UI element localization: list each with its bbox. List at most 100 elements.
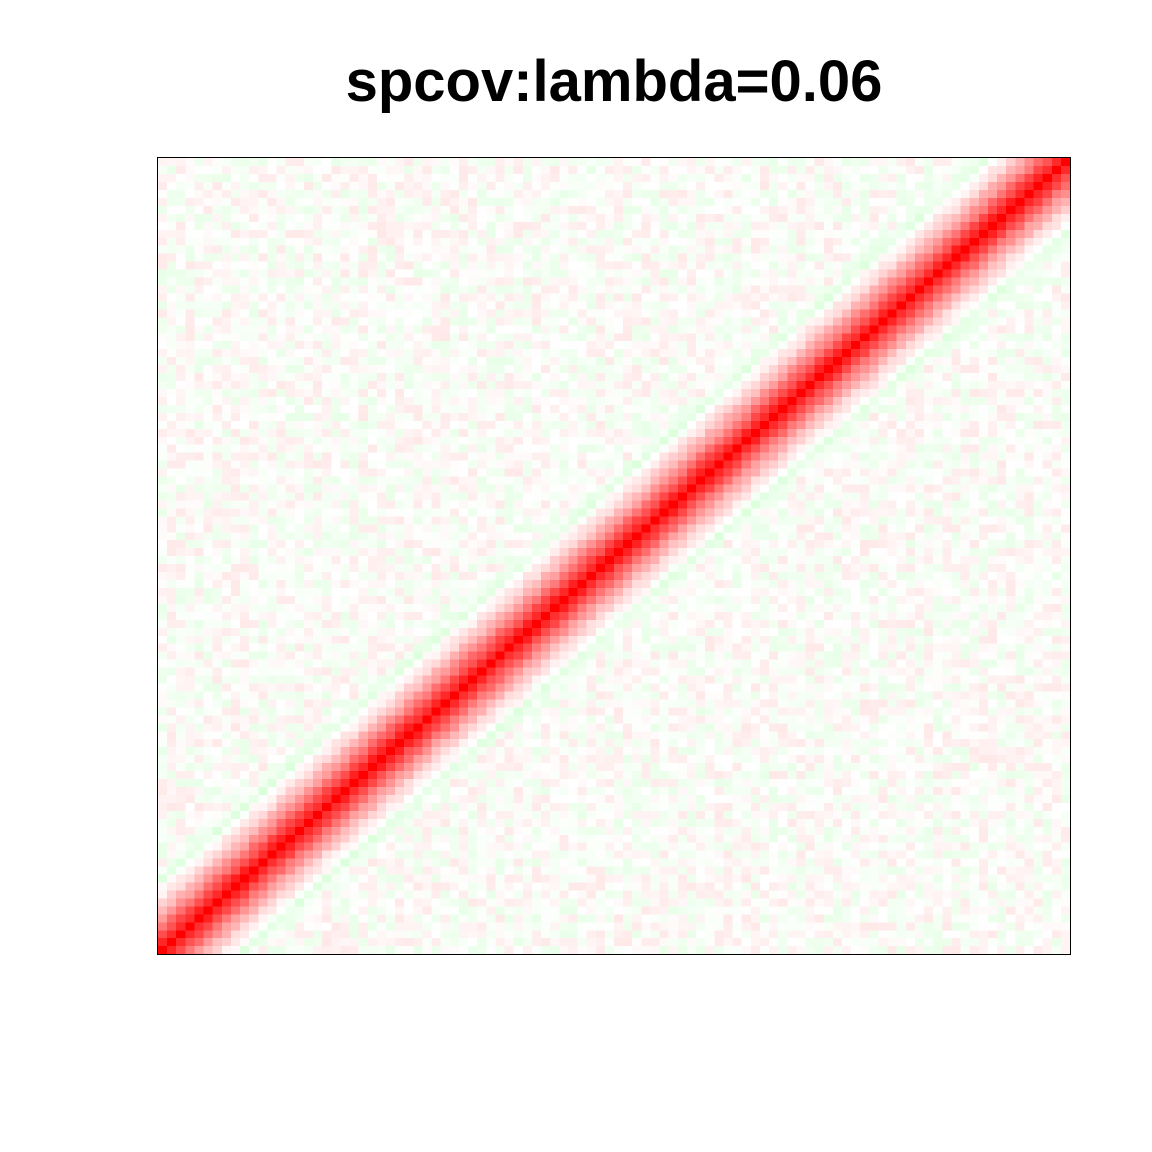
heatmap-cell — [203, 762, 213, 772]
heatmap-cell — [832, 802, 843, 811]
heatmap-cell — [750, 723, 761, 732]
heatmap-cell — [568, 914, 578, 923]
heatmap-cell — [486, 802, 496, 811]
heatmap-cell — [769, 563, 779, 573]
heatmap-cell — [1024, 938, 1034, 947]
heatmap-cell — [367, 810, 378, 819]
heatmap-cell — [696, 651, 706, 660]
heatmap-cell — [313, 571, 323, 581]
heatmap-cell — [914, 810, 925, 819]
heatmap-cell — [842, 611, 852, 620]
heatmap-cell — [951, 579, 961, 588]
heatmap-cell — [1015, 818, 1025, 827]
heatmap-cell — [650, 643, 660, 652]
heatmap-cell — [513, 755, 523, 764]
heatmap-cell — [386, 898, 396, 907]
heatmap-cell — [787, 946, 797, 954]
heatmap-cell — [358, 778, 368, 787]
heatmap-cell — [595, 659, 606, 668]
heatmap-cell — [705, 643, 715, 652]
heatmap-cell — [331, 587, 341, 596]
heatmap-cell — [176, 914, 186, 923]
heatmap-cell — [1051, 762, 1062, 772]
heatmap-cell — [504, 619, 514, 628]
heatmap-cell — [1024, 683, 1034, 692]
heatmap-cell — [249, 739, 259, 748]
heatmap-cell — [905, 699, 916, 708]
heatmap-cell — [303, 635, 314, 644]
heatmap-cell — [294, 659, 305, 668]
heatmap-cell — [449, 675, 460, 684]
heatmap-cell — [750, 882, 761, 891]
heatmap-cell — [1060, 898, 1070, 907]
heatmap-cell — [668, 643, 679, 652]
heatmap-cell — [349, 778, 359, 787]
heatmap-cell — [203, 906, 213, 915]
heatmap-cell — [586, 611, 596, 620]
heatmap-cell — [395, 874, 405, 883]
heatmap-cell — [322, 611, 332, 620]
heatmap-cell — [905, 810, 916, 819]
heatmap-cell — [294, 938, 305, 947]
heatmap-cell — [595, 810, 606, 819]
heatmap-cell — [440, 619, 451, 628]
heatmap-cell — [577, 699, 587, 708]
heatmap-cell — [997, 906, 1007, 915]
heatmap-cell — [550, 834, 560, 843]
heatmap-cell — [349, 858, 359, 867]
heatmap-cell — [477, 842, 487, 851]
heatmap-cell — [732, 858, 742, 867]
heatmap-cell — [732, 556, 742, 565]
heatmap-cell — [997, 643, 1007, 652]
heatmap-cell — [987, 898, 998, 907]
heatmap-cell — [440, 778, 451, 787]
heatmap-cell — [933, 579, 943, 588]
heatmap-cell — [477, 778, 487, 787]
heatmap-cell — [185, 707, 195, 716]
heatmap-cell — [468, 556, 478, 565]
heatmap-cell — [714, 563, 724, 573]
heatmap-cell — [340, 826, 350, 835]
heatmap-cell — [614, 866, 624, 875]
heatmap-cell — [349, 834, 359, 843]
heatmap-cell — [796, 890, 806, 899]
heatmap-cell — [522, 914, 533, 923]
heatmap-cell — [896, 683, 907, 692]
heatmap-cell — [550, 651, 560, 660]
heatmap-cell — [641, 818, 651, 827]
heatmap-cell — [358, 906, 368, 915]
heatmap-cell — [997, 675, 1007, 684]
heatmap-cell — [869, 556, 879, 565]
heatmap-cell — [322, 603, 332, 612]
heatmap-cell — [769, 755, 779, 764]
heatmap-cell — [568, 930, 578, 939]
heatmap-cell — [212, 794, 223, 803]
heatmap-cell — [340, 715, 350, 724]
heatmap-cell — [987, 667, 998, 676]
heatmap-cell — [787, 643, 797, 652]
heatmap-cell — [869, 611, 879, 620]
heatmap-cell — [340, 627, 350, 636]
heatmap-cell — [477, 762, 487, 772]
heatmap-cell — [641, 946, 651, 954]
heatmap-cell — [951, 866, 961, 875]
heatmap-cell — [358, 699, 368, 708]
heatmap-cell — [249, 643, 259, 652]
heatmap-cell — [440, 755, 451, 764]
heatmap-cell — [395, 723, 405, 732]
heatmap-cell — [276, 611, 286, 620]
heatmap-cell — [221, 715, 232, 724]
heatmap-cell — [896, 834, 907, 843]
heatmap-cell — [887, 659, 897, 668]
heatmap-cell — [951, 826, 961, 835]
heatmap-cell — [367, 755, 378, 764]
heatmap-cell — [194, 707, 204, 716]
heatmap-cell — [969, 882, 979, 891]
heatmap-cell — [431, 691, 441, 700]
heatmap-cell — [750, 683, 761, 692]
heatmap-cell — [614, 922, 624, 931]
heatmap-cell — [285, 619, 295, 628]
heatmap-cell — [422, 611, 432, 620]
heatmap-cell — [367, 786, 378, 795]
heatmap-cell — [860, 659, 870, 668]
